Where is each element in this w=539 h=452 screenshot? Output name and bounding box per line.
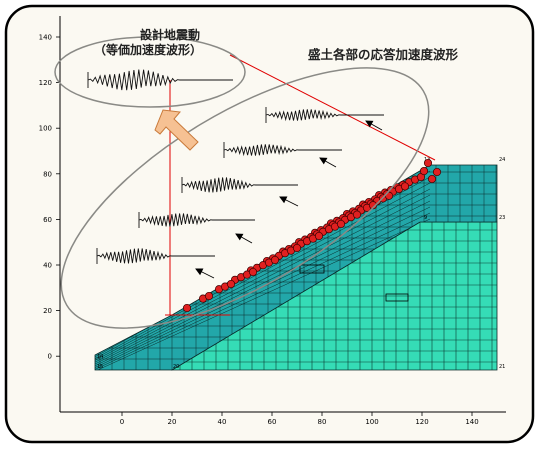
response-node	[419, 166, 429, 176]
x-tick-label: 140	[465, 418, 478, 426]
response-waveform-ellipse	[60, 67, 430, 329]
response-node	[368, 201, 378, 210]
y-tick-label: 100	[39, 125, 52, 133]
x-axis-ticks: 0 20 40 60 80 100 120 140	[120, 412, 479, 426]
input-motion-title: 設計地震動	[140, 27, 200, 42]
response-waveform-top	[265, 109, 384, 122]
x-tick-label: 40	[218, 418, 227, 426]
response-waveform-lower	[138, 213, 255, 227]
y-tick-label: 40	[43, 262, 52, 270]
element-marker-foundation	[385, 293, 409, 302]
response-node	[226, 279, 236, 289]
x-tick-label: 0	[120, 418, 124, 426]
response-waveform-upper	[223, 144, 342, 157]
response-node	[400, 182, 410, 191]
y-tick-label: 140	[39, 34, 52, 42]
y-tick-label: 80	[43, 170, 52, 178]
response-node	[336, 219, 346, 229]
node-label-base-right: 21	[499, 364, 505, 370]
node-label-base-left-top: 14	[97, 354, 103, 360]
node-label-mid-slope: 9	[424, 215, 427, 221]
y-axis-ticks: 140 120 100 80 60 40 20 0	[39, 34, 60, 361]
response-node	[248, 267, 258, 277]
small-arrowhead-icon	[319, 157, 328, 165]
y-tick-label: 120	[39, 79, 52, 87]
response-node	[270, 255, 280, 265]
y-tick-label: 60	[43, 216, 52, 224]
response-node	[292, 243, 302, 253]
response-node	[204, 291, 214, 301]
node-label-base-left-bottom: 15	[97, 364, 103, 370]
response-node	[427, 174, 437, 184]
small-arrowhead-icon	[235, 233, 244, 241]
small-arrowhead-icon	[365, 120, 374, 128]
large-orange-arrow-icon	[154, 109, 199, 151]
node-label-toe: 20	[173, 364, 179, 370]
input-waveform	[87, 69, 233, 91]
response-waveform-bottom	[96, 248, 215, 264]
response-nodes	[182, 158, 442, 313]
small-arrowhead-icon	[279, 196, 288, 204]
x-tick-label: 20	[168, 418, 177, 426]
response-node	[352, 210, 362, 219]
small-arrowhead-icon	[195, 268, 204, 276]
y-tick-label: 20	[43, 307, 52, 315]
x-tick-label: 120	[415, 418, 428, 426]
response-node	[423, 158, 433, 168]
y-tick-label: 0	[48, 353, 52, 361]
input-motion-subtitle: （等価加速度波形）	[94, 42, 202, 57]
red-line-diagonal	[229, 54, 436, 161]
response-waveform-title: 盛土各部の応答加速度波形	[308, 47, 459, 62]
node-label-top-right: 24	[499, 157, 505, 163]
node-label-mid-right: 23	[499, 215, 505, 221]
response-waveform-middle	[181, 177, 298, 193]
x-tick-label: 100	[365, 418, 378, 426]
response-node	[182, 303, 192, 313]
response-node	[432, 167, 442, 177]
response-node	[314, 231, 324, 241]
x-tick-label: 60	[268, 418, 277, 426]
acceleration-waveforms	[87, 69, 384, 264]
x-tick-label: 80	[318, 418, 327, 426]
direction-arrows	[195, 120, 383, 279]
element-marker-embankment	[299, 264, 325, 274]
input-motion-ellipse	[54, 36, 246, 108]
